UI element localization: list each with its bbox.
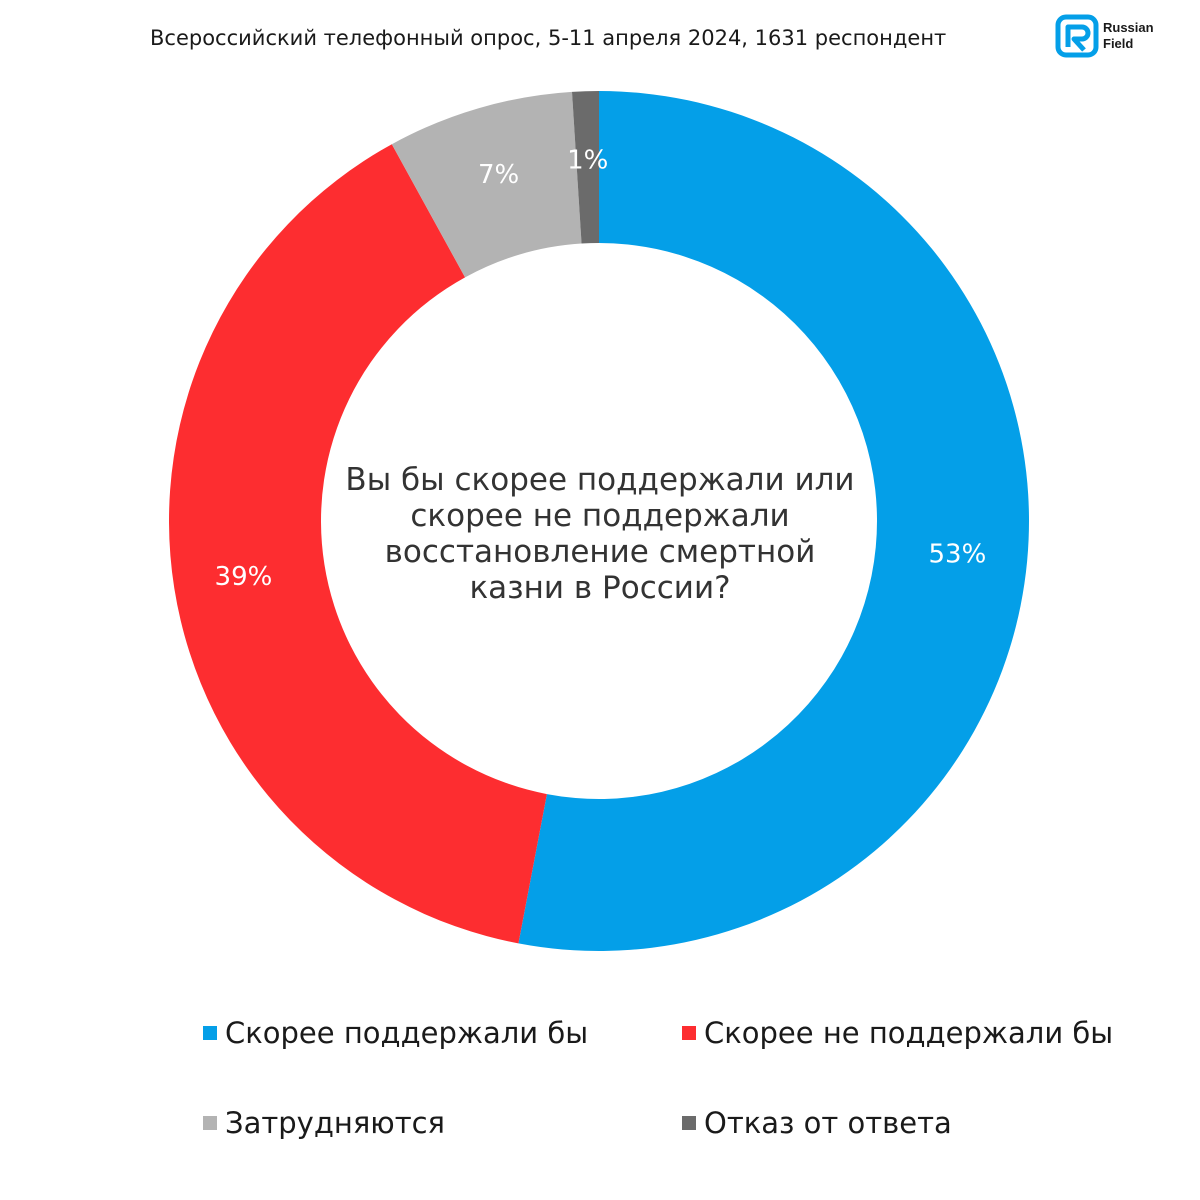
- donut-slice-oppose: [168, 144, 547, 944]
- legend-label-support: Скорее поддержали бы: [225, 1016, 589, 1050]
- legend-item-support: Скорее поддержали бы: [203, 1016, 588, 1050]
- russian-field-logo: Russian Field: [1055, 14, 1170, 64]
- legend-item-unsure: Затрудняются: [203, 1106, 445, 1140]
- donut-chart: 53% 39% 7% 1%: [168, 91, 1030, 952]
- donut-slice-refuse: [572, 91, 599, 244]
- donut-slice-support: [518, 91, 1030, 952]
- slice-label-oppose: 39%: [215, 562, 273, 592]
- logo-text: Russian Field: [1103, 20, 1154, 52]
- legend-swatch-support: [203, 1026, 217, 1040]
- legend-label-refuse: Отказ от ответа: [704, 1106, 952, 1140]
- legend-swatch-unsure: [203, 1116, 217, 1130]
- chart-subtitle: Всероссийский телефонный опрос, 5-11 апр…: [150, 26, 947, 50]
- logo-line-1: Russian: [1103, 20, 1154, 35]
- donut-slice-unsure: [391, 91, 582, 278]
- slice-label-refuse: 1%: [567, 146, 608, 176]
- chart-title: Вы бы скорее поддержали или скорее не по…: [345, 462, 855, 606]
- logo-line-2: Field: [1103, 36, 1134, 51]
- legend-swatch-oppose: [682, 1026, 696, 1040]
- legend-item-oppose: Скорее не поддержали бы: [682, 1016, 1113, 1050]
- slice-label-support: 53%: [929, 539, 987, 569]
- legend-label-unsure: Затрудняются: [225, 1106, 445, 1140]
- legend-swatch-refuse: [682, 1116, 696, 1130]
- slice-label-unsure: 7%: [478, 160, 519, 190]
- legend-item-refuse: Отказ от ответа: [682, 1106, 952, 1140]
- legend-label-oppose: Скорее не поддержали бы: [704, 1016, 1114, 1050]
- logo-icon: [1055, 14, 1099, 58]
